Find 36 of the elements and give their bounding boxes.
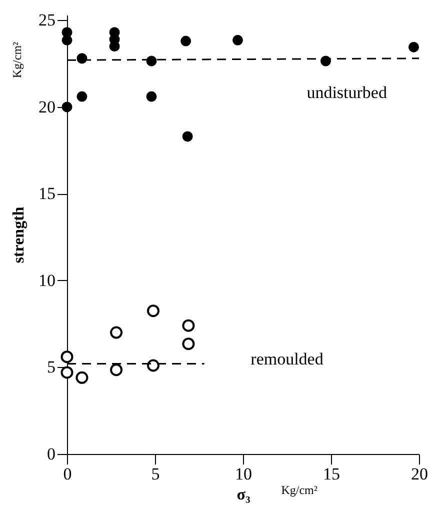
x-tick-label: 20	[411, 464, 428, 484]
point	[408, 42, 419, 52]
point	[110, 364, 123, 376]
x-tick-label: 0	[63, 464, 72, 484]
y-axis-title: strength	[10, 206, 28, 264]
annotation: remoulded	[250, 350, 324, 369]
y-tick-label: 0	[47, 444, 56, 464]
point	[60, 350, 74, 364]
point	[76, 371, 88, 384]
y-tick-label: 15	[38, 184, 56, 204]
point	[232, 34, 243, 46]
point	[146, 91, 157, 102]
point	[182, 319, 195, 332]
point	[180, 36, 192, 46]
point	[146, 359, 160, 372]
x-tick-label: 10	[235, 464, 252, 484]
text: Kg/cm²	[281, 483, 318, 497]
point	[110, 326, 123, 339]
y-tick-label: 5	[47, 358, 56, 377]
point	[182, 338, 195, 350]
point	[76, 91, 88, 102]
y-tick-label: 20	[38, 97, 56, 116]
point	[146, 304, 160, 318]
point	[62, 102, 72, 112]
point	[62, 34, 72, 46]
y-tick-label: 10	[38, 270, 56, 290]
x-tick-label: 5	[151, 464, 160, 484]
point	[182, 131, 193, 142]
y-tick-label: 25	[38, 10, 56, 30]
x-axis-title: σ₃	[236, 486, 250, 504]
text: Kg/cm²	[10, 41, 24, 78]
point	[76, 53, 88, 64]
point	[60, 366, 74, 379]
point	[109, 41, 120, 52]
annotation: undisturbed	[306, 83, 388, 102]
x-tick-label: 15	[323, 464, 340, 484]
